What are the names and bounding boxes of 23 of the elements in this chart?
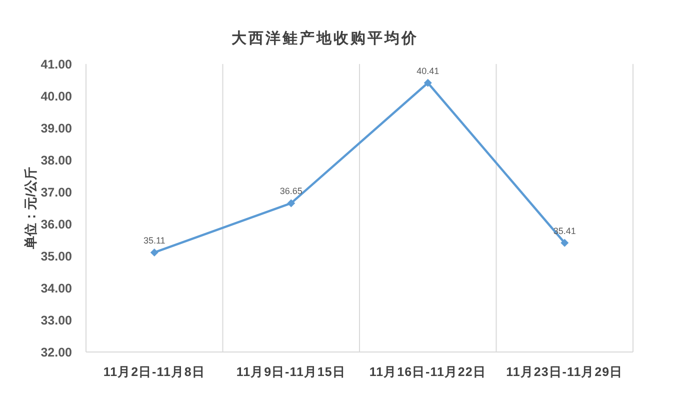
x-tick-label: 11月23日-11月29日 bbox=[506, 365, 624, 379]
data-label: 35.11 bbox=[143, 235, 166, 246]
data-label: 40.41 bbox=[416, 66, 440, 76]
point bbox=[424, 78, 432, 87]
y-tick-label: 36.00 bbox=[40, 218, 72, 232]
y-tick-label: 39.00 bbox=[40, 122, 72, 136]
y-axis-title: 单位：元/公斤 bbox=[23, 167, 38, 250]
y-tick-label: 37.00 bbox=[40, 186, 72, 200]
y-tick-label: 32.00 bbox=[40, 346, 72, 360]
y-tick-label: 34.00 bbox=[40, 282, 72, 296]
data-label: 36.65 bbox=[280, 186, 302, 196]
point bbox=[560, 238, 569, 247]
y-tick-label: 38.00 bbox=[40, 154, 72, 168]
point bbox=[150, 248, 158, 256]
x-tick-label: 11月2日-11月8日 bbox=[103, 365, 206, 379]
x-tick-label: 11月9日-11月15日 bbox=[236, 365, 346, 379]
y-tick-label: 41.00 bbox=[40, 58, 72, 72]
point bbox=[287, 199, 296, 208]
y-tick-label: 33.00 bbox=[40, 314, 72, 328]
y-tick-label: 40.00 bbox=[40, 90, 72, 104]
x-tick-label: 11月16日-11月22日 bbox=[369, 365, 486, 379]
chart-title: 大西洋鲑产地收购平均价 bbox=[232, 30, 418, 47]
y-tick-label: 35.00 bbox=[40, 250, 72, 264]
